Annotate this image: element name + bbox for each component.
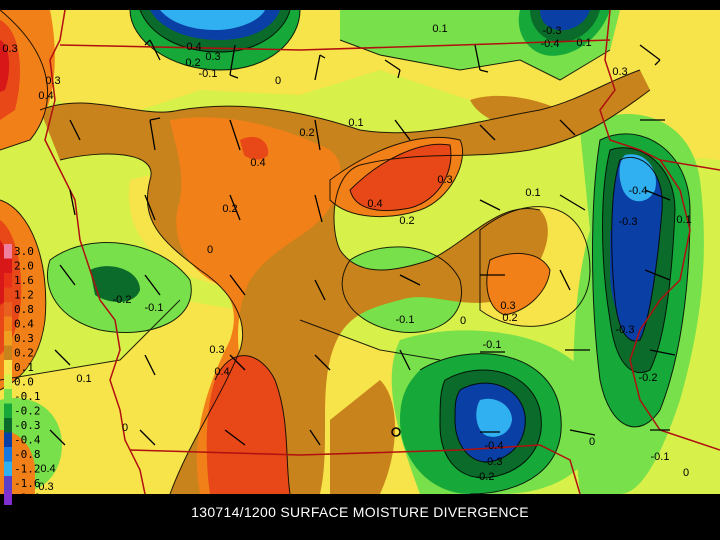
contour-label: 0 bbox=[589, 436, 595, 448]
contour-label: -0.1 bbox=[145, 302, 164, 314]
contour-label: 0.1 bbox=[432, 23, 447, 35]
scale-swatch bbox=[4, 302, 12, 317]
scale-swatch bbox=[4, 389, 12, 404]
scale-label: 0.1 bbox=[14, 361, 34, 374]
contour-label: 0.4 bbox=[38, 90, 53, 102]
contour-label: 0.1 bbox=[676, 214, 691, 226]
contour-label: -0.4 bbox=[485, 440, 504, 452]
scale-label: 1.6 bbox=[14, 274, 34, 287]
contour-label: 0.4 bbox=[250, 157, 265, 169]
scale-swatch bbox=[4, 432, 12, 447]
scale-swatch bbox=[4, 374, 12, 389]
contour-label: 0 bbox=[122, 422, 128, 434]
scale-swatch bbox=[4, 287, 12, 302]
contour-label: 0.4 bbox=[40, 463, 55, 475]
scale-label: 0.8 bbox=[14, 303, 34, 316]
scale-label: 0.4 bbox=[14, 318, 34, 331]
contour-label: 0.3 bbox=[209, 344, 224, 356]
scale-swatch bbox=[4, 331, 12, 346]
scale-label: -0.8 bbox=[14, 448, 41, 461]
contour-label: 0.3 bbox=[205, 51, 220, 63]
contour-label: 0.3 bbox=[612, 66, 627, 78]
scale-label: -1.2 bbox=[14, 463, 41, 476]
contour-label: -0.3 bbox=[484, 456, 503, 468]
scale-swatch bbox=[4, 447, 12, 462]
contour-label: 0.2 bbox=[502, 312, 517, 324]
scale-label: -0.1 bbox=[14, 390, 41, 403]
contour-label: -0.4 bbox=[629, 185, 648, 197]
contour-label: 0.2 bbox=[185, 57, 200, 69]
contour-label: 0.3 bbox=[2, 43, 17, 55]
contour-label: 0.1 bbox=[576, 37, 591, 49]
contour-label: 0.3 bbox=[45, 75, 60, 87]
contour-labels: 0.1 -0.3-0.4 0.10.3 0.40.2 0.3-0.100.30.30.4… bbox=[2, 23, 691, 493]
contour-label: -0.1 bbox=[396, 314, 415, 326]
wind-barbs bbox=[49, 39, 676, 446]
scale-label: -2.0 bbox=[14, 492, 41, 505]
color-scale: 3.02.01.61.20.80.40.30.20.10.0-0.1-0.2-0… bbox=[4, 244, 41, 505]
contour-label: -0.1 bbox=[199, 68, 218, 80]
calm-wind-icon bbox=[391, 427, 401, 437]
contour-label: 0.3 bbox=[500, 300, 515, 312]
scale-label: 0.0 bbox=[14, 376, 34, 389]
contour-label: 0.1 bbox=[348, 117, 363, 129]
contour-label: -0.3 bbox=[543, 25, 562, 37]
contour-label: 0.2 bbox=[222, 203, 237, 215]
contour-label: 0.3 bbox=[38, 481, 53, 493]
scale-swatch bbox=[4, 476, 12, 491]
scale-swatch bbox=[4, 403, 12, 418]
contour-label: -0.2 bbox=[476, 471, 495, 483]
contour-label: -0.2 bbox=[639, 372, 658, 384]
scale-label: 0.2 bbox=[14, 347, 34, 360]
scale-label: -1.6 bbox=[14, 477, 41, 490]
scale-label: 2.0 bbox=[14, 260, 34, 273]
scale-swatch bbox=[4, 316, 12, 331]
scale-swatch bbox=[4, 345, 12, 360]
contour-label: 0.4 bbox=[186, 41, 201, 53]
scale-swatch bbox=[4, 490, 12, 505]
scale-swatch bbox=[4, 273, 12, 288]
contour-label: 0.2 bbox=[399, 215, 414, 227]
scale-label: -0.4 bbox=[14, 434, 41, 447]
contour-label: -0.3 bbox=[616, 324, 635, 336]
contour-label: -0.2 bbox=[113, 294, 132, 306]
scale-label: 1.2 bbox=[14, 289, 34, 302]
scale-swatch bbox=[4, 461, 12, 476]
scale-swatch bbox=[4, 418, 12, 433]
contour-label: 0.1 bbox=[525, 187, 540, 199]
contour-label: 0 bbox=[460, 315, 466, 327]
scale-swatch bbox=[4, 360, 12, 375]
contour-label: 0 bbox=[683, 467, 689, 479]
shaded-field: 0.1 -0.3-0.4 0.10.3 0.40.2 0.3-0.100.30.30.4… bbox=[0, 10, 720, 494]
scale-swatch bbox=[4, 258, 12, 273]
contour-label: 0.3 bbox=[437, 174, 452, 186]
contour-label: 0.4 bbox=[367, 198, 382, 210]
state-borders bbox=[44, 10, 720, 494]
contour-label: 0.2 bbox=[299, 127, 314, 139]
contour-label: 0.1 bbox=[76, 373, 91, 385]
contour-label: -0.1 bbox=[651, 451, 670, 463]
contour-label: -0.3 bbox=[619, 216, 638, 228]
scale-swatch bbox=[4, 244, 12, 259]
scale-label: -0.2 bbox=[14, 405, 41, 418]
contour-label: 0 bbox=[275, 75, 281, 87]
contour-label: -0.4 bbox=[541, 38, 560, 50]
contour-label: -0.1 bbox=[483, 339, 502, 351]
contour-label: 0.4 bbox=[214, 366, 229, 378]
map-caption: 130714/1200 SURFACE MOISTURE DIVERGENCE bbox=[191, 504, 529, 520]
scale-label: 3.0 bbox=[14, 245, 34, 258]
scale-label: -0.3 bbox=[14, 419, 41, 432]
contour-label: 0 bbox=[207, 244, 213, 256]
scale-label: 0.3 bbox=[14, 332, 34, 345]
